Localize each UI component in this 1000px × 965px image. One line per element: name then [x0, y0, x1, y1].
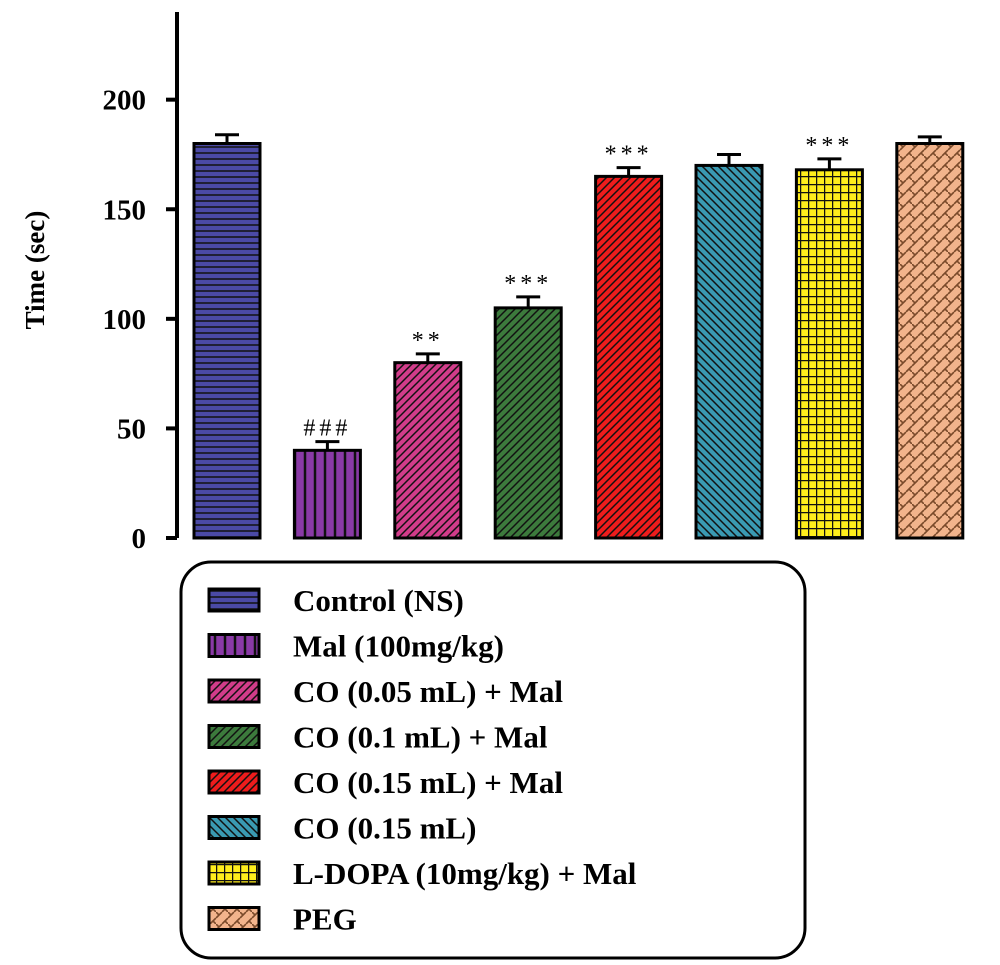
- legend-box: [179, 560, 807, 960]
- bar-group: ***: [594, 142, 664, 540]
- bars: ###******** ***: [192, 133, 965, 540]
- legend-swatch: [207, 724, 261, 749]
- legend-label: L-DOPA (10mg/kg) + Mal: [293, 856, 637, 891]
- legend: Control (NS) Mal (100mg/kg) CO (0.05 mL) +…: [179, 560, 807, 960]
- legend-swatch: [207, 678, 261, 704]
- bar-group: **: [393, 328, 463, 540]
- significance-label: ***: [504, 271, 552, 297]
- bar: [393, 361, 463, 540]
- significance-label: ***: [805, 133, 853, 159]
- legend-item: Control (NS): [207, 583, 464, 618]
- bar-group: ***: [794, 133, 864, 540]
- legend-label: PEG: [293, 902, 357, 937]
- y-axis-ticks: 0 50 100 150 200: [103, 85, 177, 555]
- legend-label: CO (0.15 mL) + Mal: [293, 765, 563, 800]
- bar-group: ***: [493, 271, 563, 540]
- legend-swatch: [207, 860, 261, 886]
- bar: [694, 163, 764, 540]
- bar: [594, 174, 664, 540]
- legend-label: Control (NS): [293, 583, 464, 618]
- y-tick-label: 0: [132, 523, 147, 555]
- significance-label: ***: [605, 142, 653, 168]
- significance-label: **: [412, 328, 444, 354]
- legend-item: Mal (100mg/kg): [207, 629, 504, 664]
- legend-item: L-DOPA (10mg/kg) + Mal: [207, 856, 637, 891]
- legend-item: CO (0.05 mL) + Mal: [207, 674, 563, 709]
- legend-label: CO (0.15 mL): [293, 811, 476, 846]
- legend-item: PEG: [207, 902, 357, 937]
- legend-item: CO (0.15 mL): [207, 811, 476, 846]
- legend-item: CO (0.15 mL) + Mal: [207, 765, 563, 800]
- legend-swatch: [207, 633, 261, 658]
- legend-label: CO (0.05 mL) + Mal: [293, 674, 563, 709]
- bar: [794, 168, 864, 540]
- legend-swatch: [207, 906, 261, 931]
- bar: [292, 448, 362, 540]
- y-tick-label: 50: [117, 413, 146, 445]
- significance-label: ###: [303, 416, 351, 442]
- bar-group: [192, 133, 262, 540]
- bar: [493, 306, 563, 540]
- legend-item: CO (0.1 mL) + Mal: [207, 720, 548, 755]
- y-tick-label: 150: [103, 194, 147, 226]
- legend-swatch: [207, 815, 261, 840]
- legend-label: Mal (100mg/kg): [293, 629, 504, 664]
- bar: [895, 142, 965, 540]
- bar-group: ###: [292, 416, 362, 540]
- bar: [192, 142, 262, 540]
- bar-group: [694, 152, 764, 540]
- legend-swatch: [207, 587, 261, 613]
- legend-label: CO (0.1 mL) + Mal: [293, 720, 548, 755]
- y-tick-label: 100: [103, 304, 147, 336]
- y-tick-label: 200: [103, 85, 147, 117]
- legend-swatch: [207, 769, 261, 795]
- y-axis-label: Time (sec): [20, 211, 50, 330]
- bar-group: [895, 135, 965, 540]
